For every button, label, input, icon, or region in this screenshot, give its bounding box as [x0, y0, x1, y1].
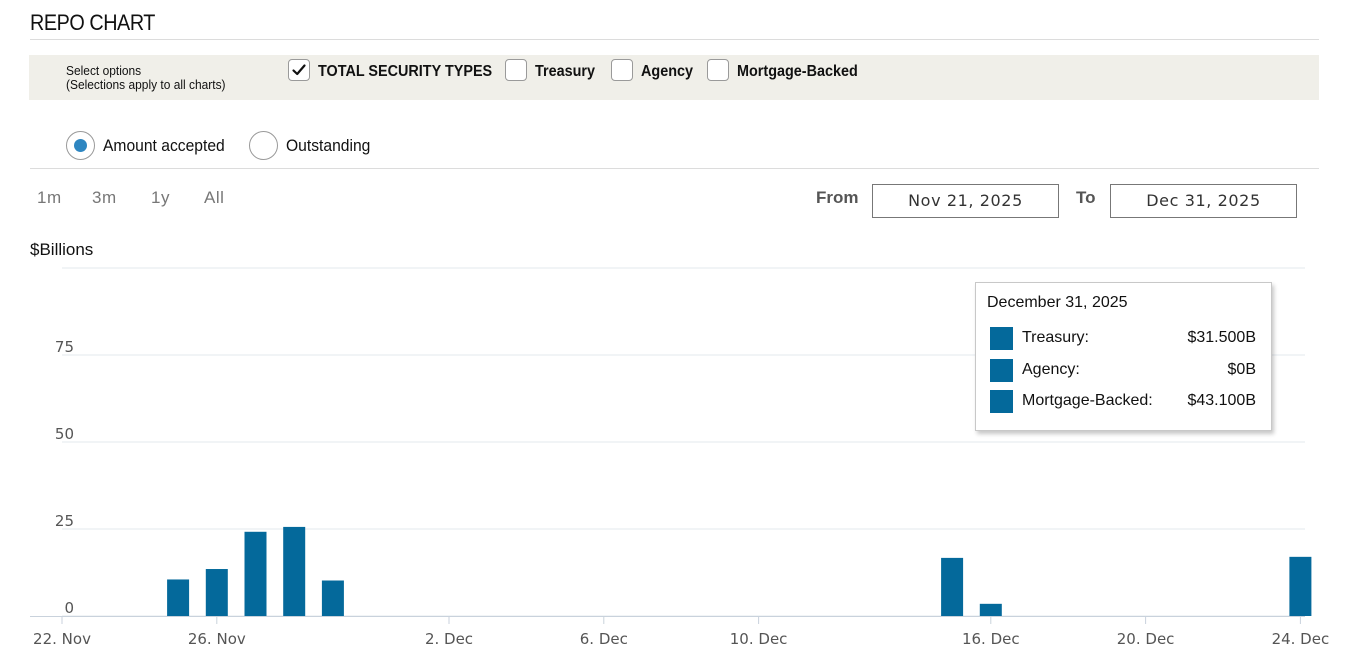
y-tick-label: 0 — [64, 599, 74, 617]
from-label: From — [816, 188, 859, 207]
radio-selected-dot — [74, 139, 87, 152]
from-date-input[interactable]: Nov 21, 2025 — [872, 184, 1059, 218]
section-divider — [30, 168, 1319, 169]
x-tick-labels: 22. Nov 26. Nov 2. Dec 6. Dec 10. Dec 16. Dec… — [33, 616, 1330, 648]
bar[interactable] — [283, 526, 306, 616]
x-tick-label: 20. Dec — [1117, 630, 1175, 648]
amount-accepted-radio[interactable]: Amount accepted — [66, 131, 235, 160]
range-1y-button[interactable]: 1y — [151, 188, 170, 207]
x-tick-label: 6. Dec — [580, 630, 628, 648]
range-all-button[interactable]: All — [204, 188, 225, 207]
y-tick-label: 75 — [55, 338, 74, 356]
to-date-input[interactable]: Dec 31, 2025 — [1110, 184, 1297, 218]
tooltip-series-value: $31.500B — [1187, 329, 1256, 346]
checkbox-label: Mortgage-Backed — [737, 63, 858, 80]
options-help-line2: (Selections apply to all charts) — [66, 77, 226, 92]
range-1m-button[interactable]: 1m — [37, 188, 62, 207]
y-tick-label: 25 — [55, 512, 74, 530]
tooltip-date: December 31, 2025 — [987, 294, 1128, 311]
radio-circle[interactable] — [249, 131, 279, 160]
x-tick-label: 10. Dec — [730, 630, 788, 648]
bar[interactable] — [1289, 556, 1312, 616]
checkbox-box[interactable] — [707, 59, 729, 81]
y-tick-label: 50 — [55, 425, 74, 443]
checkbox-label: TOTAL SECURITY TYPES — [318, 63, 493, 80]
tooltip-series-name: Treasury: — [1022, 329, 1089, 346]
x-tick-label: 2. Dec — [425, 630, 473, 648]
x-tick-label: 16. Dec — [962, 630, 1020, 648]
bar[interactable] — [167, 579, 190, 616]
tooltip-row-treasury: Treasury: $31.500B — [990, 326, 1256, 350]
checkmark-icon — [292, 64, 306, 76]
options-help-line1: Select options — [66, 63, 142, 78]
bar[interactable] — [321, 580, 344, 616]
radio-label: Outstanding — [286, 135, 371, 155]
checkbox-box[interactable] — [288, 59, 310, 81]
tooltip-row-mortgage-backed: Mortgage-Backed: $43.100B — [990, 389, 1256, 413]
x-tick-label: 26. Nov — [188, 630, 246, 648]
tooltip-row-agency: Agency: $0B — [990, 358, 1256, 382]
checkbox-box[interactable] — [611, 59, 633, 81]
tooltip-swatch — [990, 358, 1013, 382]
chart-tooltip: December 31, 2025 Treasury: $31.500B Age… — [975, 282, 1272, 431]
page-title: REPO CHART — [30, 10, 155, 35]
measure-radio-group: Amount accepted Outstanding — [66, 131, 392, 160]
tooltip-series-value: $43.100B — [1187, 392, 1256, 409]
tooltip-swatch — [990, 326, 1013, 350]
radio-label: Amount accepted — [103, 135, 225, 155]
tooltip-series-name: Agency: — [1022, 361, 1080, 378]
y-axis-label: $Billions — [30, 240, 94, 259]
mortgage-backed-checkbox[interactable]: Mortgage-Backed — [707, 59, 871, 81]
options-help: Select options (Selections apply to all … — [66, 64, 226, 92]
treasury-checkbox[interactable]: Treasury — [505, 59, 602, 81]
options-bar: Select options (Selections apply to all … — [29, 55, 1319, 100]
y-tick-labels: 0 25 50 75 — [55, 338, 74, 617]
bar[interactable] — [941, 557, 964, 616]
bar[interactable] — [244, 531, 267, 616]
range-3m-button[interactable]: 3m — [92, 188, 117, 207]
bars — [167, 526, 1312, 616]
checkbox-label: Agency — [641, 63, 694, 80]
checkbox-label: Treasury — [535, 63, 596, 80]
tooltip-series-name: Mortgage-Backed: — [1022, 392, 1153, 409]
grid-lines — [30, 267, 1305, 617]
to-label: To — [1076, 188, 1096, 207]
radio-circle[interactable] — [66, 131, 95, 160]
bar[interactable] — [979, 603, 1002, 616]
title-divider — [30, 39, 1319, 40]
total-security-types-checkbox[interactable]: TOTAL SECURITY TYPES — [288, 59, 512, 81]
outstanding-radio[interactable]: Outstanding — [249, 131, 378, 160]
bar[interactable] — [205, 569, 228, 616]
tooltip-swatch — [990, 389, 1013, 413]
agency-checkbox[interactable]: Agency — [611, 59, 699, 81]
tooltip-series-value: $0B — [1227, 361, 1256, 378]
checkbox-box[interactable] — [505, 59, 527, 81]
x-tick-label: 22. Nov — [33, 630, 91, 648]
x-tick-label: 24. Dec — [1272, 630, 1330, 648]
